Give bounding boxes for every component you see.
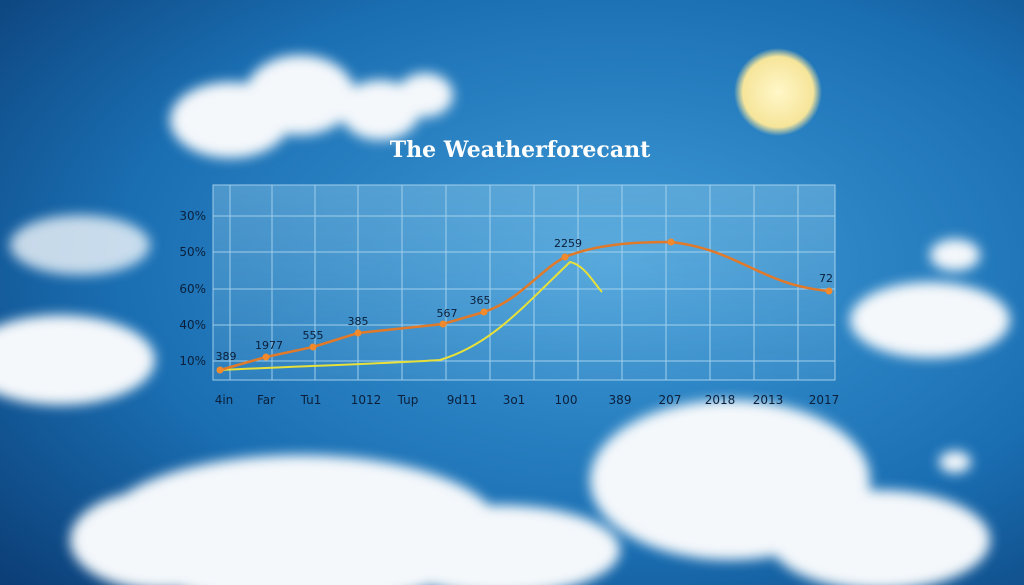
point-label: 1977 bbox=[255, 339, 283, 352]
point-label: 567 bbox=[437, 307, 458, 320]
point-label: 365 bbox=[470, 294, 491, 307]
y-axis-label: 60% bbox=[179, 282, 206, 296]
y-axis-label: 30% bbox=[179, 209, 206, 223]
chart-grid bbox=[212, 184, 836, 381]
x-axis-label: 389 bbox=[609, 393, 632, 407]
yellow-line bbox=[219, 260, 603, 371]
x-axis-label: Tup bbox=[397, 393, 419, 407]
x-axis-label: 2018 bbox=[705, 393, 736, 407]
x-axis-label: Far bbox=[257, 393, 275, 407]
point-label: 2259 bbox=[554, 237, 582, 250]
x-axis-label: 9d11 bbox=[447, 393, 478, 407]
x-axis-label: 100 bbox=[555, 393, 578, 407]
x-axis-label: 2017 bbox=[809, 393, 840, 407]
points bbox=[216, 238, 833, 374]
x-axis-label: Tu1 bbox=[300, 393, 322, 407]
title: The Weatherforecant bbox=[390, 137, 651, 163]
x-axis-label: 207 bbox=[659, 393, 682, 407]
x-axis-label: 3o1 bbox=[503, 393, 526, 407]
clouds bbox=[0, 55, 1010, 585]
x-axis-label: 2013 bbox=[753, 393, 784, 407]
point-label: 389 bbox=[216, 350, 237, 363]
y-axis-label: 10% bbox=[179, 354, 206, 368]
y-axis-label: 40% bbox=[179, 318, 206, 332]
orange-line bbox=[219, 240, 830, 372]
point-label: 555 bbox=[303, 329, 324, 342]
y-axis-label: 50% bbox=[179, 245, 206, 259]
point-label: 72 bbox=[819, 272, 833, 285]
x-axis-label: 4in bbox=[215, 393, 234, 407]
point-label: 385 bbox=[348, 315, 369, 328]
sun bbox=[734, 48, 822, 136]
x-axis-label: 1012 bbox=[351, 393, 382, 407]
